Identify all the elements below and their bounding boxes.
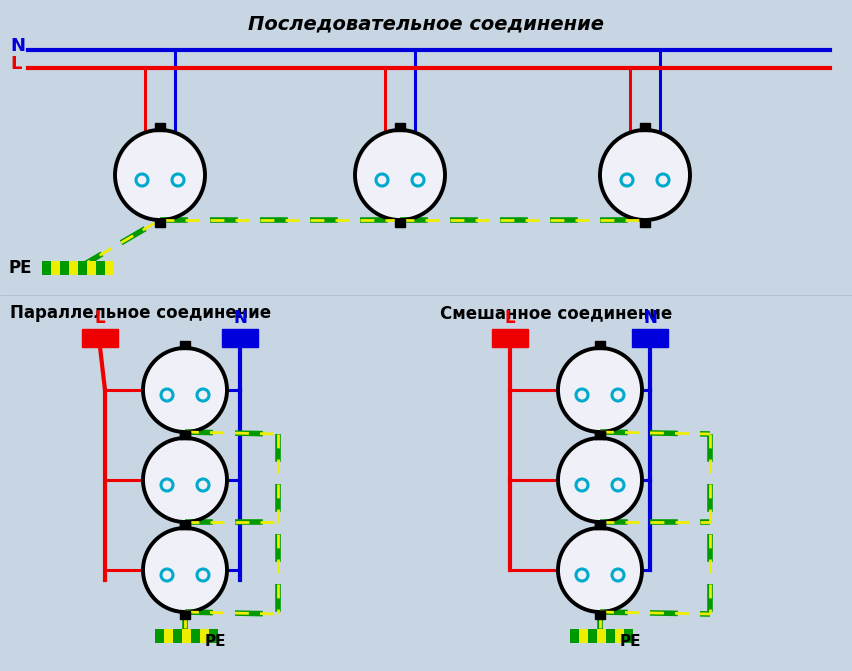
Text: L: L (504, 309, 515, 327)
Bar (632, 329, 668, 347)
Bar (155, 629, 164, 643)
Text: L: L (10, 55, 21, 73)
Bar (180, 341, 190, 349)
Circle shape (172, 174, 184, 186)
Bar (87, 261, 96, 275)
Circle shape (161, 479, 173, 491)
Bar (640, 123, 650, 131)
Bar (579, 629, 588, 643)
Bar (82, 329, 118, 347)
Bar (570, 629, 579, 643)
Bar (595, 521, 605, 529)
Text: N: N (643, 309, 657, 327)
Bar (595, 611, 605, 619)
Text: N: N (233, 309, 247, 327)
Bar (395, 123, 405, 131)
Bar (615, 629, 624, 643)
Bar (191, 629, 200, 643)
Bar (595, 431, 605, 439)
Bar (42, 261, 51, 275)
Text: PE: PE (620, 633, 642, 648)
Bar (164, 629, 173, 643)
Circle shape (657, 174, 669, 186)
Circle shape (376, 174, 388, 186)
Text: Последовательное соединение: Последовательное соединение (248, 14, 604, 33)
Circle shape (576, 569, 588, 581)
Circle shape (161, 569, 173, 581)
Bar (60, 261, 69, 275)
Circle shape (612, 479, 624, 491)
Bar (69, 261, 78, 275)
Bar (180, 521, 190, 529)
Bar (597, 629, 606, 643)
Bar (180, 431, 190, 439)
Circle shape (612, 389, 624, 401)
Circle shape (143, 348, 227, 432)
Bar (595, 431, 605, 439)
Bar (155, 123, 165, 131)
Circle shape (143, 528, 227, 612)
Circle shape (412, 174, 424, 186)
Circle shape (558, 438, 642, 522)
Circle shape (600, 130, 690, 220)
Bar (105, 261, 114, 275)
Circle shape (143, 438, 227, 522)
Circle shape (558, 528, 642, 612)
Bar (173, 629, 182, 643)
Circle shape (197, 479, 209, 491)
Bar (180, 431, 190, 439)
Circle shape (576, 479, 588, 491)
Circle shape (576, 389, 588, 401)
Bar (182, 629, 191, 643)
Bar (395, 219, 405, 227)
Circle shape (621, 174, 633, 186)
Bar (180, 611, 190, 619)
Circle shape (612, 569, 624, 581)
Circle shape (115, 130, 205, 220)
Bar (640, 219, 650, 227)
Bar (222, 329, 258, 347)
Circle shape (197, 389, 209, 401)
Circle shape (197, 569, 209, 581)
Bar (588, 629, 597, 643)
Bar (624, 629, 633, 643)
Text: Параллельное соединение: Параллельное соединение (10, 304, 271, 322)
Bar (606, 629, 615, 643)
Bar (209, 629, 218, 643)
Bar (78, 261, 87, 275)
Text: PE: PE (205, 633, 227, 648)
Bar (595, 521, 605, 529)
Text: Смешанное соединение: Смешанное соединение (440, 304, 672, 322)
Circle shape (161, 389, 173, 401)
Bar (96, 261, 105, 275)
Text: N: N (10, 37, 25, 55)
Bar (492, 329, 528, 347)
Circle shape (136, 174, 148, 186)
Bar (180, 521, 190, 529)
Text: PE: PE (8, 259, 32, 277)
Bar (595, 341, 605, 349)
Bar (155, 219, 165, 227)
Circle shape (558, 348, 642, 432)
Bar (200, 629, 209, 643)
Text: L: L (95, 309, 106, 327)
Bar (51, 261, 60, 275)
Circle shape (355, 130, 445, 220)
